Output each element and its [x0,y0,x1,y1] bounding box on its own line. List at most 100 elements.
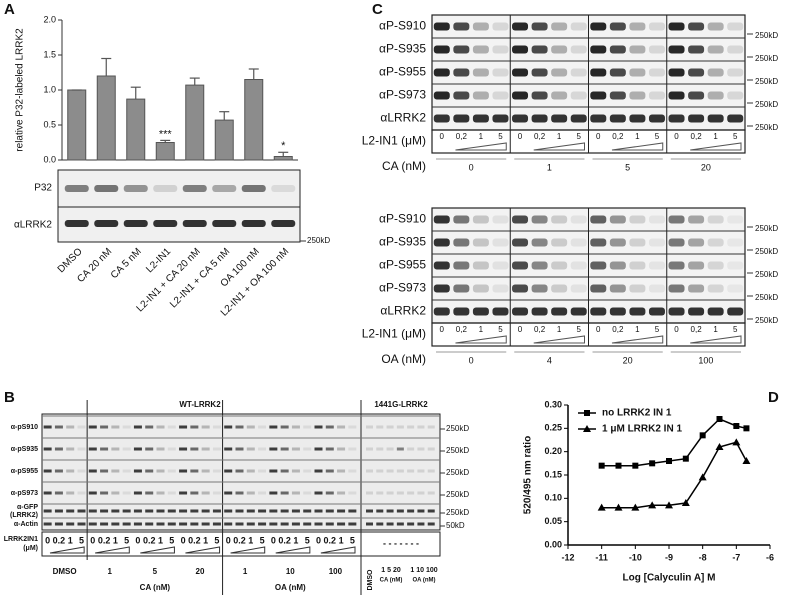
blot-band [145,447,154,451]
blot-band [235,425,244,429]
blot-band [66,447,75,451]
treatment-dose: 1 5 20 [381,567,401,574]
lane-label: 1 [479,325,484,334]
blot-band [648,284,665,293]
dose-ramp [455,142,507,151]
row-label: LRRK2IN1 [4,536,38,543]
dose-ramp [275,546,311,554]
blot-band [325,469,334,473]
bar [273,156,293,161]
blot-band [258,425,267,429]
blot-band [190,522,199,526]
lane-label: 1 [713,132,718,141]
blot-label: αP-S935 [379,235,426,249]
blot-band [212,509,221,513]
blot-band [66,522,75,526]
bar [185,84,205,161]
blot-band [707,91,724,100]
point [649,460,656,467]
blot-band [688,45,705,54]
point [615,462,622,469]
blot-band [570,114,587,123]
blot-band [472,284,489,293]
blot-band [122,522,131,526]
dose-ramp [320,546,356,554]
blot-band [201,425,210,429]
blot-band [727,215,744,224]
blot-band [224,491,233,495]
blot-band [551,91,568,100]
bar [214,119,234,161]
blot-band [609,261,626,270]
blot-band [668,114,685,123]
blot-band [212,185,237,192]
blot-band [648,261,665,270]
blot-band [668,307,685,316]
blot-band [609,114,626,123]
blot-band [269,425,278,429]
blot-band [512,284,529,293]
x-tick-label: -8 [699,552,707,562]
blot-band [235,509,244,513]
blot-band [727,114,744,123]
blot-band [122,425,131,429]
blot-band [156,469,165,473]
dose-ramp [455,335,507,344]
blot-band [43,522,52,526]
blot-band [66,509,75,513]
blot-band [111,425,120,429]
blot-band [366,425,373,429]
blot-band [291,509,300,513]
blot-band [122,469,131,473]
lane-label: 5 [305,535,310,545]
blot-band [111,509,120,513]
blot-band [314,425,323,429]
blot-band [156,425,165,429]
blot-band [472,45,489,54]
blot-band [570,261,587,270]
lane-label: 0.2 [233,535,246,545]
blot-band [648,45,665,54]
y-axis-label: 520/495 nm ratio [523,436,534,514]
blot-band [201,509,210,513]
treatment-label: OA (nM) [275,583,306,592]
blot-band [688,238,705,247]
blot-band [111,522,120,526]
lane-label: 0,2 [534,132,546,141]
blot-band [212,522,221,526]
blot-band [648,22,665,31]
group-label: WT-LRRK2 [179,400,221,409]
blot-band [512,91,529,100]
blot-band [246,522,255,526]
blot-band [512,45,529,54]
treatment-label: DMSO [367,569,374,591]
size-marker: 250kD [446,468,469,477]
blot-band [688,307,705,316]
blot-band [590,215,607,224]
blot-band [629,91,646,100]
blot-band [417,425,425,429]
blot-band [531,91,548,100]
blot-band [133,522,142,526]
blot-band [190,447,199,451]
blot-band [212,425,221,429]
blot-band [492,91,509,100]
blot-band [609,68,626,77]
legend-marker [583,425,591,432]
lane-label: 0 [316,535,321,545]
lane-label: 0 [135,535,140,545]
lane-label: 5 [260,535,265,545]
y-tick-label: 2.0 [43,14,56,24]
blot-band [100,469,109,473]
blot-band [570,68,587,77]
lane-label: 0 [226,535,231,545]
blot-band [224,425,233,429]
blot-label: α-pS955 [11,468,38,475]
row-label: L2-IN1 (μM) [362,134,426,148]
treatment-dose: 5 [625,162,630,172]
blot-band [648,307,665,316]
blot-band [417,447,425,451]
blot-band [727,238,744,247]
significance: * [281,140,286,152]
blot-band [407,491,415,495]
